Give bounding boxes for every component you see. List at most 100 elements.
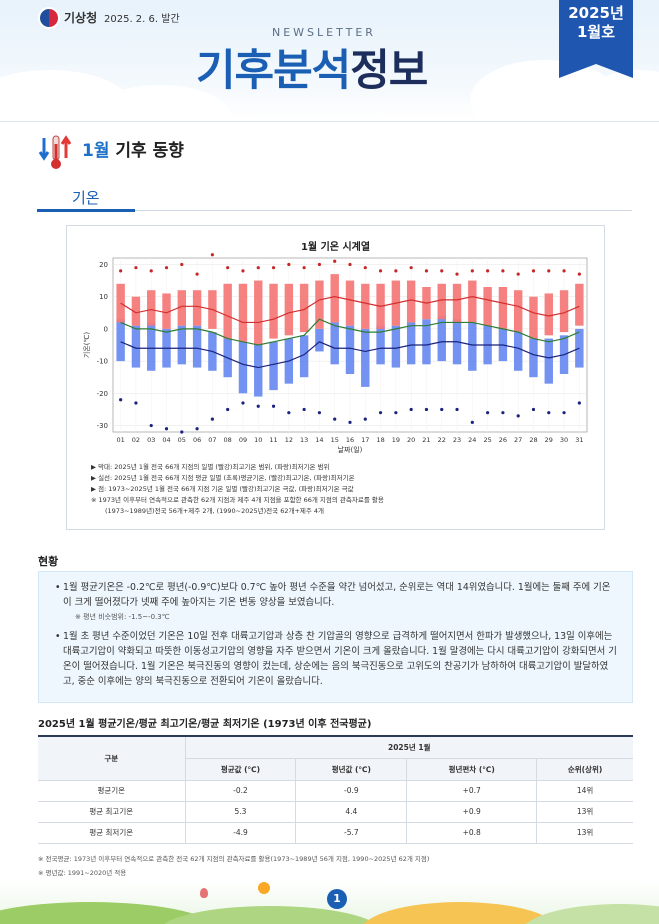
min-extreme-dot <box>486 411 490 415</box>
x-tick-label: 25 <box>483 436 491 444</box>
table-header-group: 2025년 1월 <box>185 736 633 759</box>
temperature-chart: 20 10 0 -10 -20 -30 01 02 03 04 05 06 07 08 09 10 11 12 13… <box>82 253 588 454</box>
min-extreme-dot <box>134 401 138 405</box>
min-temp-bar <box>376 325 385 365</box>
min-extreme-dot <box>287 411 291 415</box>
min-extreme-dot <box>317 411 322 415</box>
table-cell: 14위 <box>536 780 633 802</box>
x-tick-label: 15 <box>331 436 339 444</box>
x-tick-label: 26 <box>499 436 507 444</box>
min-temp-bar <box>192 325 202 368</box>
min-extreme-dot <box>501 411 505 415</box>
max-temp-bar <box>452 283 462 323</box>
x-tick-label: 07 <box>208 436 216 444</box>
y-tick-label: -20 <box>97 390 108 398</box>
x-tick-label: 05 <box>178 436 186 444</box>
max-extreme-dot <box>164 266 169 270</box>
max-temp-bar <box>238 283 248 342</box>
max-temp-bar <box>513 290 523 333</box>
status-paragraph-2: 1월 초 평년 수준이었던 기온은 10일 전후 대륙고기압과 상층 찬 기압골… <box>55 629 618 689</box>
min-temp-bar <box>437 316 446 362</box>
x-tick-label: 31 <box>575 436 583 444</box>
x-tick-label: 13 <box>300 436 308 444</box>
min-temp-bar <box>544 338 553 384</box>
x-tick-label: 18 <box>376 436 384 444</box>
min-extreme-dot <box>378 411 383 415</box>
max-extreme-dot <box>180 262 184 267</box>
hill-decoration <box>160 906 380 924</box>
min-temp-bar <box>116 319 125 362</box>
x-tick-label: 29 <box>545 436 553 444</box>
x-tick-label: 22 <box>438 436 446 444</box>
max-extreme-dot <box>378 269 383 273</box>
hill-decoration <box>360 902 560 924</box>
x-tick-label: 21 <box>422 436 430 444</box>
max-temp-bar <box>483 287 492 326</box>
min-extreme-dot <box>440 407 444 412</box>
y-tick-label: 0 <box>104 325 108 333</box>
table-cell: 평균 최저기온 <box>38 822 186 844</box>
newsletter-label: NEWSLETTER <box>272 26 376 39</box>
min-temp-bar <box>177 325 187 365</box>
table-row: 평균 최고기온 5.3 4.4 +0.9 13위 <box>38 801 633 823</box>
min-extreme-dot <box>577 401 581 405</box>
min-extreme-dot <box>424 407 429 412</box>
masthead: 기상청 2025. 2. 6. 발간 NEWSLETTER 기후분석정보 202… <box>0 0 659 120</box>
max-extreme-dot <box>562 269 566 273</box>
max-extreme-dot <box>501 269 505 273</box>
max-temp-bar <box>192 290 202 326</box>
min-extreme-dot <box>302 407 306 412</box>
min-extreme-dot <box>455 407 459 412</box>
x-tick-label: 19 <box>392 436 400 444</box>
min-temp-bar <box>131 325 141 368</box>
x-axis-label: 날짜(일) <box>338 445 363 454</box>
min-temp-bar <box>299 335 309 378</box>
max-temp-bar <box>498 287 508 329</box>
table-cell: +0.8 <box>406 822 538 844</box>
status-paragraph-1: 1월 평균기온은 -0.2℃로 평년(-0.9℃)보다 0.7℃ 높아 평년 수… <box>55 580 618 610</box>
min-extreme-dot <box>333 417 337 421</box>
tab-active-indicator <box>37 209 135 212</box>
max-extreme-dot <box>226 266 230 270</box>
min-temp-bar <box>529 338 538 378</box>
x-tick-label: 24 <box>468 436 476 444</box>
x-tick-label: 01 <box>117 436 125 444</box>
title-part2: 정보 <box>350 46 428 96</box>
max-extreme-dot <box>424 269 429 273</box>
max-temp-bar <box>177 290 187 326</box>
max-extreme-dot <box>333 259 337 263</box>
divider <box>0 121 659 122</box>
max-extreme-dot <box>119 269 123 273</box>
y-tick-label: -10 <box>97 358 108 366</box>
max-temp-bar <box>437 283 446 320</box>
max-extreme-dot <box>516 272 520 276</box>
tab-temperature[interactable]: 기온 <box>72 189 100 207</box>
issue-month: 1월호 <box>576 23 616 41</box>
max-temp-bar <box>468 280 477 323</box>
max-temp-bar <box>116 283 125 323</box>
max-extreme-dot <box>409 266 413 270</box>
status-heading: 현황 <box>38 555 59 568</box>
x-tick-label: 03 <box>147 436 155 444</box>
table-cell: 5.3 <box>185 801 297 823</box>
chart-title: 1월 기온 시계열 <box>300 242 371 253</box>
max-extreme-dot <box>287 262 291 267</box>
x-tick-label: 02 <box>132 436 140 444</box>
min-extreme-dot <box>271 404 276 408</box>
table-header-col: 순위(상위) <box>536 758 633 781</box>
max-extreme-dot <box>455 272 459 276</box>
x-tick-label: 27 <box>514 436 522 444</box>
min-temp-bar <box>468 322 477 371</box>
y-tick-label: -30 <box>97 422 108 430</box>
table-cell: 평균 최고기온 <box>38 801 186 823</box>
chart-box: 1월 기온 시계열 20 10 0 -10 -20 -30 01 02 03 04 05 06 07 08… <box>66 225 605 530</box>
max-temp-bar <box>254 280 263 345</box>
max-temp-bar <box>529 296 538 339</box>
min-extreme-dot <box>256 404 260 408</box>
y-tick-label: 20 <box>99 261 108 269</box>
legend-note: ※ 1973년 이후부터 연속적으로 관측한 62개 지점과 제주 4개 지점을… <box>91 496 384 504</box>
max-extreme-dot <box>210 253 214 257</box>
mean-temp-line <box>120 318 580 346</box>
table-cell: -4.9 <box>185 822 297 844</box>
x-tick-label: 08 <box>224 436 232 444</box>
